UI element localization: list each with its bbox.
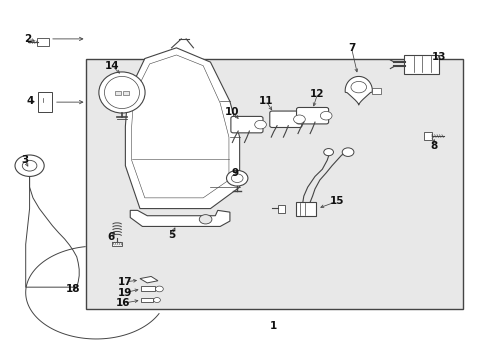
Circle shape <box>15 155 44 176</box>
Text: 16: 16 <box>116 298 130 308</box>
FancyBboxPatch shape <box>269 111 301 127</box>
Bar <box>141 287 155 292</box>
Circle shape <box>323 149 333 156</box>
Text: 7: 7 <box>347 43 354 53</box>
Bar <box>372 88 380 94</box>
Circle shape <box>226 170 247 186</box>
Polygon shape <box>140 276 158 283</box>
Bar <box>122 91 128 95</box>
Circle shape <box>320 111 331 120</box>
Ellipse shape <box>99 72 145 113</box>
Bar <box>38 93 52 112</box>
Polygon shape <box>125 48 239 208</box>
Polygon shape <box>130 210 229 226</box>
FancyBboxPatch shape <box>403 55 438 73</box>
Circle shape <box>155 286 163 292</box>
Text: 11: 11 <box>259 96 273 107</box>
Text: 5: 5 <box>167 230 175 240</box>
Text: 12: 12 <box>309 89 324 99</box>
FancyBboxPatch shape <box>230 116 263 133</box>
Text: 18: 18 <box>66 284 81 294</box>
Text: 9: 9 <box>231 168 238 178</box>
Text: 4: 4 <box>27 96 34 107</box>
Circle shape <box>199 215 211 224</box>
Text: 2: 2 <box>24 34 32 44</box>
Text: 14: 14 <box>105 61 119 71</box>
Bar <box>115 91 120 95</box>
Bar <box>424 132 431 140</box>
Text: 1: 1 <box>269 321 277 331</box>
Bar <box>141 297 153 302</box>
Circle shape <box>254 120 266 129</box>
Circle shape <box>293 115 305 123</box>
Text: 17: 17 <box>118 277 132 287</box>
Text: 10: 10 <box>224 107 239 117</box>
Polygon shape <box>345 76 372 105</box>
Bar <box>86 59 462 309</box>
Text: 8: 8 <box>429 141 437 151</box>
Circle shape <box>153 297 160 302</box>
Circle shape <box>342 148 353 157</box>
Bar <box>295 202 315 216</box>
Bar <box>112 242 122 246</box>
Text: 3: 3 <box>21 156 28 165</box>
Bar <box>277 205 285 213</box>
Text: 15: 15 <box>329 197 344 206</box>
Text: 13: 13 <box>431 52 446 62</box>
FancyBboxPatch shape <box>37 38 48 46</box>
Text: 19: 19 <box>118 288 132 297</box>
FancyBboxPatch shape <box>296 108 328 124</box>
Text: 6: 6 <box>107 232 114 242</box>
